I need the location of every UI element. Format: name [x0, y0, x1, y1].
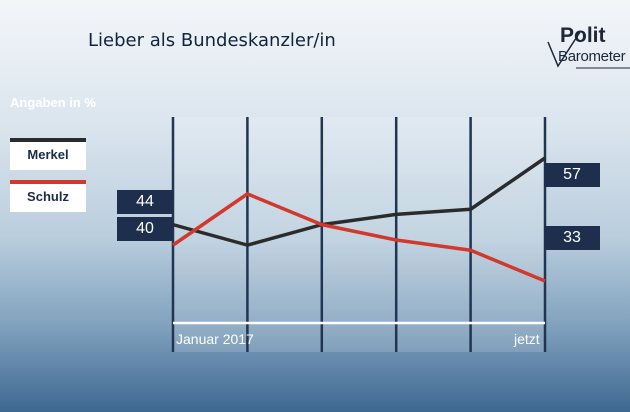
x-tick-label-start: Januar 2017 [176, 331, 254, 347]
series-line-merkel [172, 156, 546, 247]
schulz-end-value: 33 [544, 226, 600, 250]
series-line-schulz [172, 192, 546, 283]
merkel-start-value: 44 [117, 190, 173, 214]
politbarometer-logo: Polit Barometer [546, 24, 630, 74]
schulz-start-value: 40 [117, 217, 173, 241]
legend-item-schulz: Schulz [10, 180, 86, 212]
legend-label-schulz: Schulz [27, 188, 69, 204]
legend-swatch-merkel [10, 138, 86, 142]
logo-line1: Polit [560, 24, 606, 47]
logo-checkmark-icon [547, 31, 630, 69]
plot-column [321, 117, 397, 352]
legend-label-merkel: Merkel [27, 146, 69, 162]
merkel-end-value: 57 [544, 163, 600, 187]
logo-line2: Barometer [558, 48, 626, 65]
plot-column [470, 117, 545, 352]
legend-item-merkel: Merkel [10, 138, 86, 170]
plot-column [396, 117, 471, 352]
x-tick-label-end: jetzt [514, 331, 540, 347]
chart-title: Lieber als Bundeskanzler/in [88, 30, 336, 51]
y-unit-label: Angaben in % [10, 95, 96, 110]
legend-swatch-schulz [10, 180, 86, 184]
